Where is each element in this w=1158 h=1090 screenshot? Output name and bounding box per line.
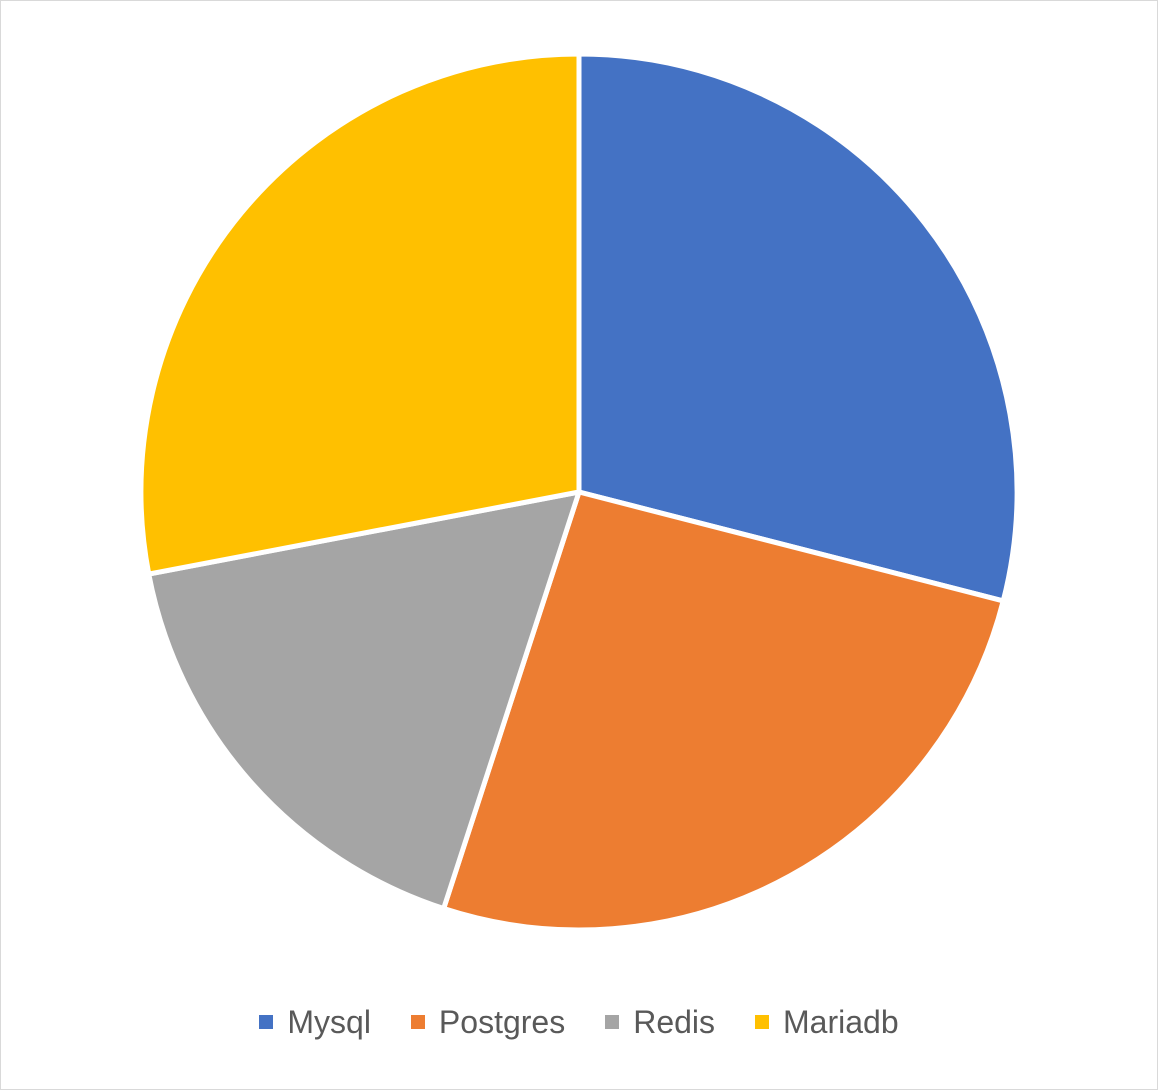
legend-swatch [755, 1015, 770, 1029]
legend-swatch [410, 1015, 425, 1029]
legend-item-redis: Redis [605, 1006, 715, 1038]
pie-slice-postgres [441, 489, 1006, 933]
legend-label: Mariadb [783, 1004, 899, 1040]
legend-item-mariadb: Mariadb [755, 1006, 899, 1038]
pie-slice-mysql [576, 51, 1020, 604]
chart-legend: Mysql Postgres Redis Mariadb [0, 1000, 1158, 1044]
legend-swatch [605, 1015, 620, 1029]
legend-item-mysql: Mysql [259, 1006, 371, 1038]
legend-label: Mysql [287, 1004, 371, 1040]
legend-label: Postgres [438, 1004, 566, 1040]
legend-swatch [259, 1015, 274, 1029]
legend-item-postgres: Postgres [410, 1004, 566, 1040]
pie-slice-redis [146, 489, 582, 912]
legend-label: Redis [633, 1004, 716, 1040]
pie-slice-mariadb [138, 51, 582, 577]
